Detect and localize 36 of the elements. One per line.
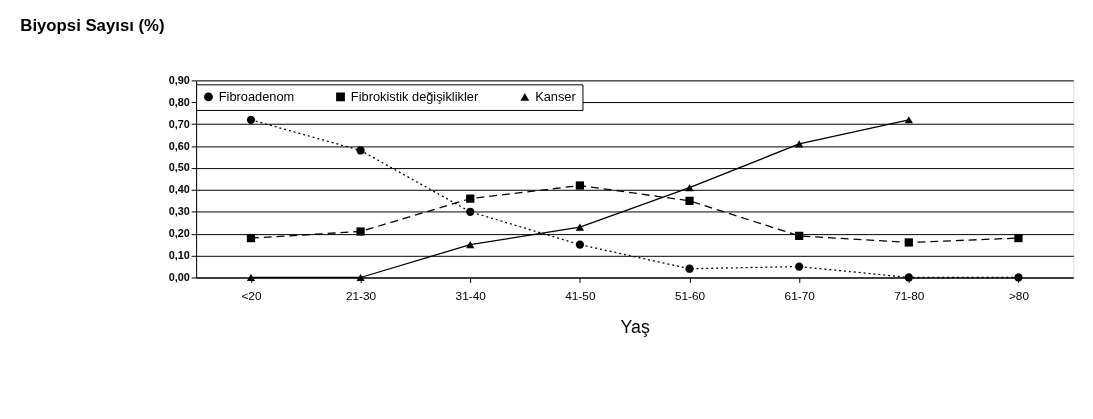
y-tick-label: 0,80 xyxy=(168,95,190,108)
point xyxy=(1014,273,1023,282)
y-tick-label: 0,00 xyxy=(168,270,190,283)
point xyxy=(575,223,585,231)
y-tick-label: 0,70 xyxy=(168,117,190,130)
point xyxy=(795,262,804,271)
x-tick-label: 61-70 xyxy=(784,288,816,303)
y-tick-label: 0,50 xyxy=(168,161,190,174)
point xyxy=(246,115,256,124)
x-tick-label: 31-40 xyxy=(455,288,487,303)
legend-label: Fibrokistik değişiklikler xyxy=(350,88,479,104)
x-tick-label: 51-60 xyxy=(674,288,706,303)
x-tick-label: >80 xyxy=(1008,288,1030,303)
y-tick-label: 0,90 xyxy=(168,73,190,86)
point xyxy=(904,238,913,247)
chart-title: Biyopsi Sayısı (%) xyxy=(20,16,165,36)
y-tick-label: 0,40 xyxy=(168,183,190,196)
point xyxy=(575,181,585,190)
point xyxy=(466,207,475,216)
x-tick-label: 21-30 xyxy=(345,288,377,303)
x-tick-label: <20 xyxy=(241,288,262,303)
point xyxy=(1014,233,1023,243)
x-axis-title: Yaş xyxy=(620,317,650,338)
y-tick-label: 0,10 xyxy=(168,249,190,262)
y-tick-label: 0,60 xyxy=(168,139,190,152)
legend-label: Fibroadenom xyxy=(218,88,295,104)
y-tick-label: 0,20 xyxy=(168,227,190,240)
point xyxy=(685,264,694,273)
point xyxy=(356,227,365,236)
point xyxy=(904,273,913,282)
x-tick-label: 71-80 xyxy=(894,288,925,303)
legend-label: Kanser xyxy=(535,88,577,104)
x-tick-label: 41-50 xyxy=(565,288,596,303)
point xyxy=(685,196,694,205)
point xyxy=(246,273,256,282)
y-tick-label: 0,30 xyxy=(168,205,190,218)
